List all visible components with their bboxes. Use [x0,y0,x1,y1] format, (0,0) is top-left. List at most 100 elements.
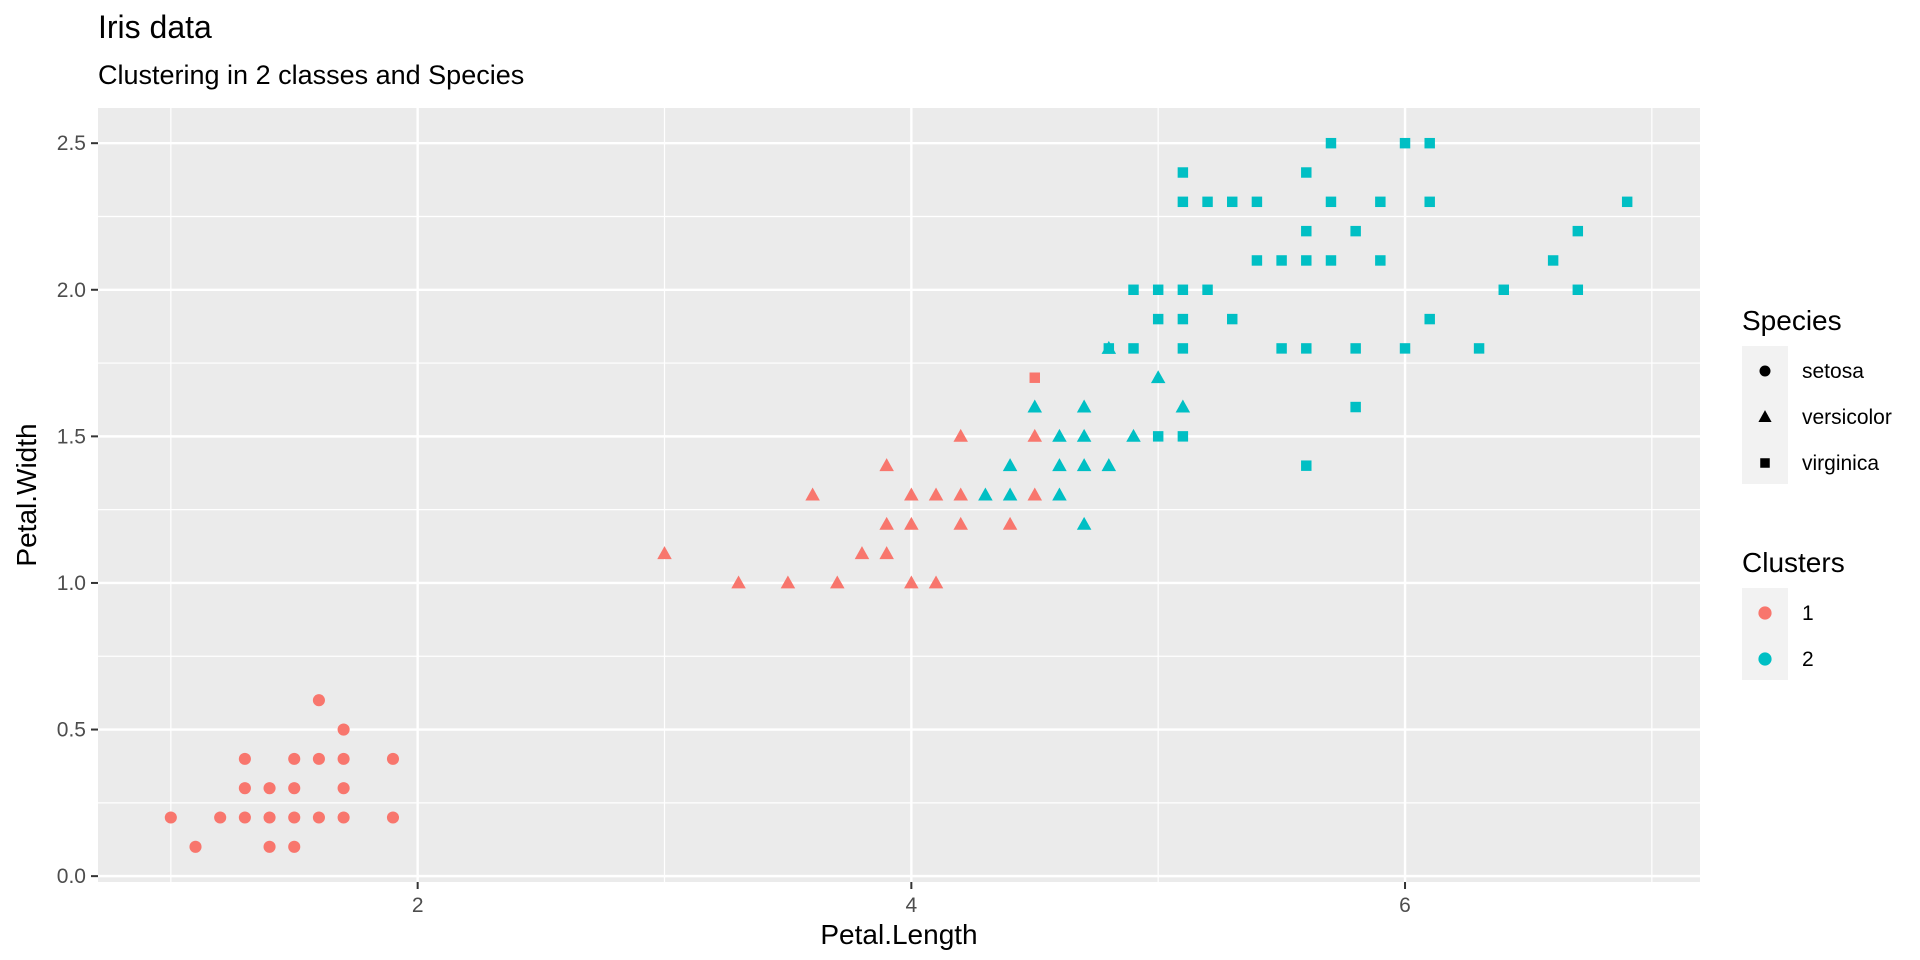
chart-title: Iris data [98,9,212,45]
data-point [1424,313,1435,325]
data-point [1029,372,1040,383]
data-point [337,782,350,795]
data-point [1177,343,1189,354]
data-point [337,811,350,824]
data-point [1276,255,1287,266]
data-point [1325,255,1337,266]
data-point [1152,431,1164,442]
data-point [1101,458,1117,472]
data-point [1227,313,1238,325]
data-point [854,546,870,560]
data-point [953,428,968,442]
x-tick-label: 4 [905,894,917,917]
x-axis: 2 4 6 [412,882,1411,917]
data-point [263,811,276,824]
data-point [657,546,672,560]
data-point [953,487,968,501]
data-point [288,840,301,853]
data-point [238,782,251,795]
legend-key-color [1758,652,1772,666]
data-point [1152,284,1164,295]
data-point [1076,516,1092,530]
y-axis-title: Petal.Width [11,423,42,566]
x-axis-title: Petal.Length [820,919,977,950]
plot-panel [98,108,1700,882]
data-point [1027,428,1043,442]
data-point [805,487,820,501]
data-point [1473,343,1485,354]
x-tick-label: 6 [1399,894,1411,917]
data-point [1424,137,1435,149]
data-point [189,840,202,853]
data-point [1350,401,1361,413]
data-point [978,487,993,501]
data-point [1375,196,1386,208]
data-point [953,516,968,530]
x-tick-label: 2 [412,894,424,917]
y-tick-label: 1.0 [57,572,86,595]
data-point [1301,343,1312,354]
legend-title: Clusters [1742,547,1845,578]
data-point [1572,284,1584,295]
legend-label: setosa [1802,360,1864,383]
data-point [1177,431,1189,442]
data-point [1027,399,1043,413]
data-point [1325,137,1337,149]
data-point [1177,313,1189,325]
data-point [1128,284,1139,295]
legend-title: Species [1742,305,1842,336]
data-point [1350,343,1361,354]
data-point [1202,284,1213,295]
data-point [1128,343,1139,354]
y-axis: 0.0 0.5 1.0 1.5 2.0 2.5 [57,132,98,888]
data-point [288,811,301,824]
data-point [1498,284,1509,295]
y-tick-label: 2.0 [57,279,86,302]
data-point [1152,313,1164,325]
data-point [1301,255,1312,266]
data-point [1227,196,1238,208]
data-point [1399,343,1411,354]
data-point [904,516,919,530]
data-point [1076,399,1092,413]
data-point [1002,487,1018,501]
data-point [263,840,276,853]
y-tick-label: 0.0 [57,865,86,888]
data-point [1325,196,1337,208]
data-point [1621,196,1633,208]
minor-gridlines [98,108,1700,882]
data-point [288,752,301,765]
data-point [238,811,251,824]
data-point [1572,225,1584,237]
data-point [731,575,746,589]
legend-label: virginica [1802,452,1879,475]
data-point [879,458,894,472]
data-point [1177,196,1189,208]
data-point [1276,343,1287,354]
data-point [904,487,919,501]
data-point [164,811,177,824]
data-point [1251,196,1263,208]
legend-key-triangle [1758,410,1772,422]
data-point [1027,487,1043,501]
data-point [263,782,276,795]
data-point [1424,196,1435,208]
legend-key-color [1758,606,1772,620]
data-point [1103,343,1115,354]
chart-subtitle: Clustering in 2 classes and Species [98,60,524,90]
data-point [780,575,796,589]
data-point [1547,255,1559,266]
data-point [1002,458,1018,472]
data-point [1202,196,1213,208]
data-point [238,752,251,765]
data-point [1052,458,1067,472]
data-point [1251,255,1263,266]
data-point [879,546,894,560]
data-point [1375,255,1386,266]
legend-key-square [1760,458,1770,468]
data-point [1002,516,1018,530]
data-point [1177,284,1189,295]
data-point [337,752,350,765]
data-point [928,575,944,589]
